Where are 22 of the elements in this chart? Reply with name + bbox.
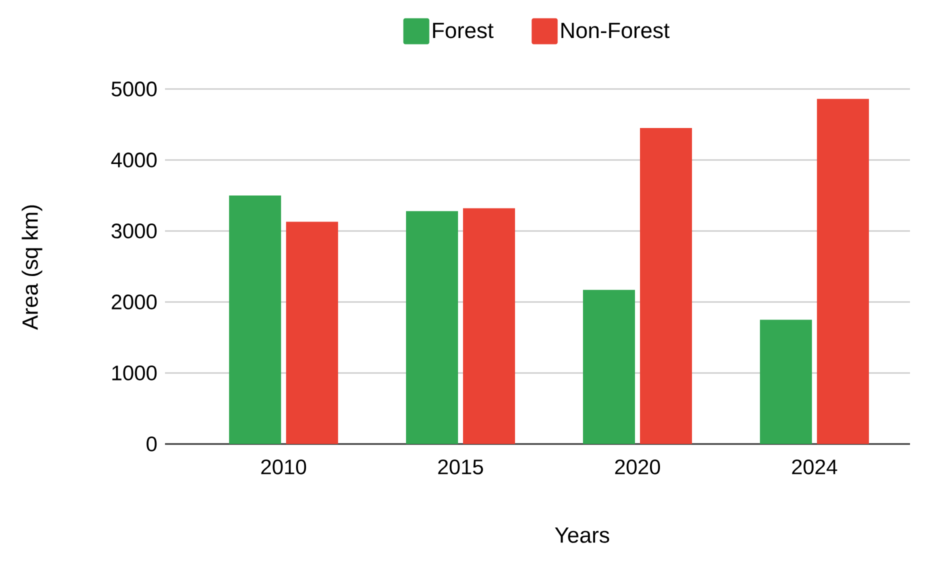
y-tick-label: 2000 [112,294,157,310]
bar [406,211,458,444]
bar [760,320,812,444]
bar [582,290,635,444]
legend-label: Forest [433,22,494,38]
legend-label: Non-Forest [561,22,670,38]
y-tick-label: 3000 [112,224,157,238]
y-axis-title: Area (sq km) [22,205,42,330]
x-tick-label: 2010 [261,460,306,474]
x-tick-label: 2015 [438,460,483,474]
x-tick-label: 2024 [792,460,838,474]
bar [640,128,692,444]
y-tick-label: 5000 [112,82,157,96]
y-tick-label: 1000 [112,366,157,380]
y-tick-label: 4000 [111,152,157,168]
bar [816,98,869,444]
x-tick-label: 2020 [615,460,660,474]
bar [229,195,282,444]
bar [286,222,338,444]
y-tick-label: 0 [146,436,157,452]
bar [463,208,516,444]
x-axis-title: Years [554,528,610,543]
